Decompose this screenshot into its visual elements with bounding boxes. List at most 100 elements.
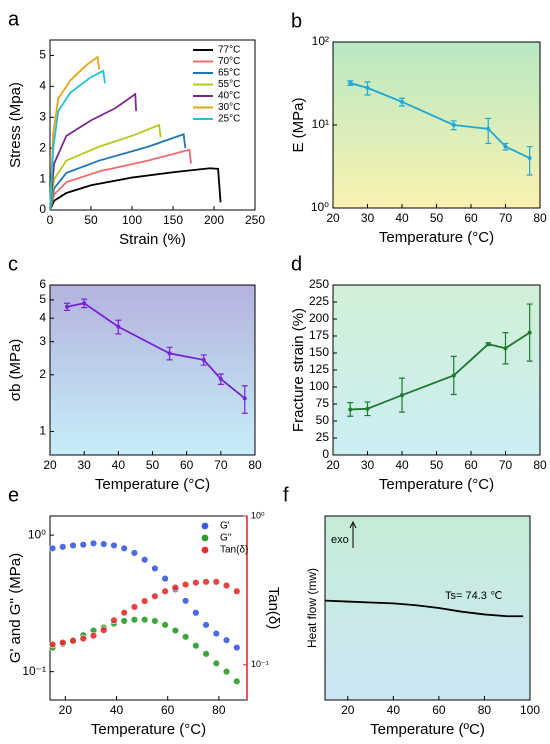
point bbox=[100, 540, 108, 548]
x-tick-label: 70 bbox=[214, 458, 228, 472]
x-axis-label: Strain (%) bbox=[119, 231, 186, 248]
legend-label: 40°C bbox=[218, 91, 240, 102]
y-tick-label: 50 bbox=[316, 413, 330, 427]
marker bbox=[201, 357, 206, 362]
point bbox=[222, 581, 231, 590]
marker bbox=[400, 99, 404, 104]
marker bbox=[451, 123, 456, 127]
x-tick-label: 70 bbox=[499, 458, 513, 472]
line bbox=[49, 148, 192, 211]
point bbox=[233, 677, 241, 685]
point bbox=[130, 616, 139, 624]
y-tick-label: 0 bbox=[39, 202, 46, 216]
error-bar bbox=[485, 117, 492, 145]
x-tick-label: 40 bbox=[387, 703, 401, 717]
y-axis-label: Heat flow (mw) bbox=[305, 568, 319, 648]
legend-swatch bbox=[201, 522, 209, 530]
legend-label: G' bbox=[220, 521, 230, 532]
marker bbox=[486, 126, 491, 131]
point bbox=[120, 544, 128, 553]
point bbox=[69, 541, 77, 550]
y-tick-label: 3 bbox=[39, 334, 46, 348]
point bbox=[48, 544, 57, 553]
line bbox=[49, 55, 101, 211]
annotation: Ts= 74.3 ℃ bbox=[445, 590, 502, 602]
point bbox=[181, 597, 190, 605]
marker bbox=[348, 81, 353, 86]
y-tick-label: 10⁰ bbox=[28, 527, 46, 541]
point bbox=[161, 587, 169, 595]
x-tick-label: 40 bbox=[112, 458, 126, 472]
x-tick-label: 70 bbox=[499, 211, 513, 225]
marker bbox=[348, 407, 353, 412]
plot-area bbox=[324, 515, 531, 701]
x-tick-label: 40 bbox=[395, 458, 409, 472]
point bbox=[171, 626, 180, 635]
point bbox=[110, 616, 118, 625]
point bbox=[140, 616, 149, 624]
point bbox=[120, 617, 128, 625]
y-axis-label: G' and G'' (MPa) bbox=[7, 553, 24, 663]
point bbox=[233, 587, 241, 595]
point bbox=[202, 621, 210, 629]
point bbox=[140, 556, 149, 564]
x-tick-label: 50 bbox=[84, 213, 98, 227]
point bbox=[202, 650, 210, 658]
point bbox=[181, 580, 190, 589]
x-tick-label: 80 bbox=[478, 703, 492, 717]
y-axis-label: Fracture strain (%) bbox=[290, 308, 307, 432]
point bbox=[192, 609, 200, 617]
y-tick-label: 75 bbox=[316, 396, 330, 410]
marker bbox=[400, 393, 404, 398]
y2-tick-label: 10⁻¹ bbox=[251, 659, 269, 669]
plot-area bbox=[332, 41, 541, 209]
point bbox=[79, 541, 87, 549]
point bbox=[171, 583, 180, 592]
legend-swatch bbox=[201, 534, 209, 542]
x-tick-label: 80 bbox=[248, 458, 262, 472]
y-tick-label: 150 bbox=[309, 345, 329, 359]
point bbox=[212, 629, 220, 638]
y-tick-label: 1 bbox=[39, 424, 46, 438]
x-tick-label: 40 bbox=[395, 211, 409, 225]
y-tick-label: 5 bbox=[39, 48, 46, 62]
panel-letter: a bbox=[8, 8, 20, 30]
line bbox=[49, 92, 137, 211]
y-tick-label: 6 bbox=[39, 277, 46, 291]
x-tick-label: 30 bbox=[361, 458, 375, 472]
y-tick-label: 1 bbox=[39, 171, 46, 185]
marker bbox=[503, 144, 508, 149]
x-tick-label: 60 bbox=[432, 703, 446, 717]
point bbox=[161, 574, 169, 583]
x-tick-label: 60 bbox=[464, 211, 478, 225]
marker bbox=[65, 304, 70, 309]
x-axis-label: Temperature (ºC) bbox=[370, 721, 485, 738]
point bbox=[181, 633, 190, 641]
legend-label: 77°C bbox=[218, 45, 240, 56]
plot-area bbox=[332, 284, 541, 456]
x-tick-label: 20 bbox=[326, 458, 340, 472]
point bbox=[222, 636, 231, 644]
legend-label: 70°C bbox=[218, 56, 240, 67]
line bbox=[324, 599, 524, 618]
panel-letter: d bbox=[291, 253, 302, 275]
point bbox=[79, 634, 87, 643]
x-tick-label: 50 bbox=[430, 458, 444, 472]
point bbox=[89, 539, 98, 548]
legend-label: 25°C bbox=[218, 114, 240, 125]
panel-letter: f bbox=[283, 484, 289, 506]
marker bbox=[486, 342, 491, 347]
legend-label: Tan(δ) bbox=[220, 545, 248, 556]
y-tick-label: 4 bbox=[39, 79, 46, 93]
x-tick-label: 80 bbox=[533, 458, 547, 472]
y-tick-label: 0 bbox=[322, 447, 329, 461]
x-tick-label: 100 bbox=[520, 703, 540, 717]
point bbox=[202, 578, 210, 586]
y-tick-label: 225 bbox=[309, 294, 329, 308]
annotation: exo bbox=[331, 534, 349, 546]
point bbox=[100, 626, 108, 634]
x-tick-label: 200 bbox=[204, 213, 224, 227]
y-tick-label: 125 bbox=[309, 362, 329, 376]
point bbox=[192, 579, 200, 587]
x-tick-label: 50 bbox=[146, 458, 160, 472]
